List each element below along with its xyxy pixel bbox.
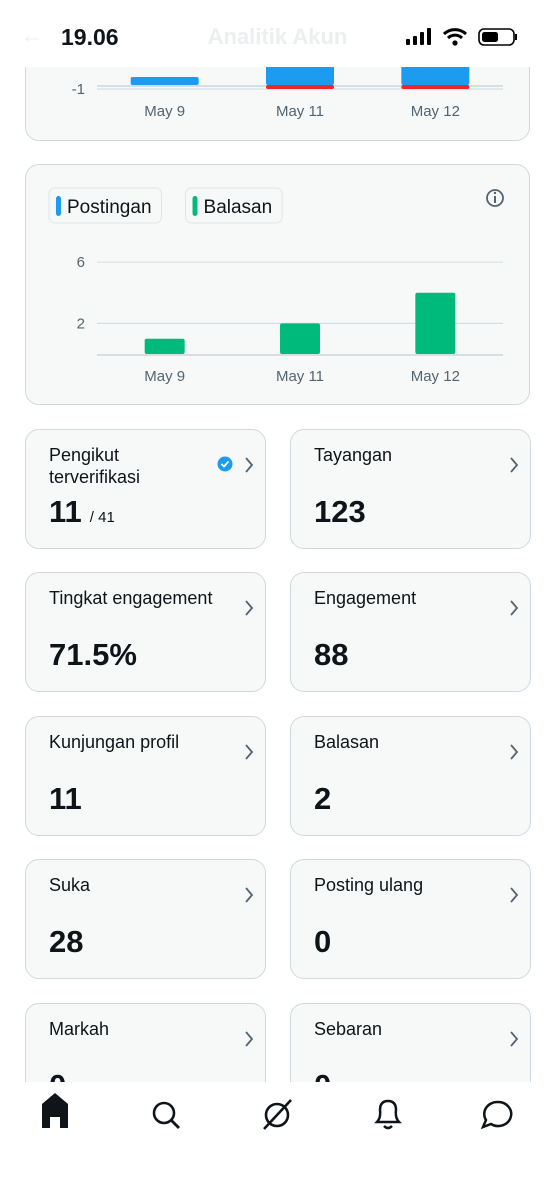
stat-value: 0 <box>314 924 331 960</box>
y-tick-label: -1 <box>72 81 85 98</box>
status-bar: Analitik Akun ← 19.06 <box>0 0 555 67</box>
stat-number: 28 <box>49 924 84 959</box>
stat-value: 11 / 41 <box>49 494 115 530</box>
content: -1 May 9 May 11 May 12 2 6 May 9 May 11 May 12 Po… <box>0 67 555 1082</box>
chevron <box>510 887 519 903</box>
stat-card[interactable]: Kunjungan profil 11 <box>25 716 266 836</box>
chevron <box>245 600 254 616</box>
stat-label: Balasan <box>314 732 380 752</box>
bottom-nav <box>42 1093 513 1130</box>
stat-label: Markah <box>49 1019 110 1039</box>
stat-number: 0 <box>314 1068 331 1082</box>
header-title: Analitik Akun <box>207 24 348 49</box>
notifications-tab[interactable] <box>373 1099 403 1130</box>
stat-label: Suka <box>49 875 91 895</box>
chevron <box>245 744 254 760</box>
legend-label: Postingan <box>67 197 152 218</box>
stat-number: 0 <box>314 924 332 959</box>
chevron <box>245 1031 254 1047</box>
stat-value: 0 <box>314 1068 331 1082</box>
y-tick-label: 6 <box>77 254 85 271</box>
stat-label: Posting ulang <box>314 875 424 895</box>
stat-value: 28 <box>49 924 83 960</box>
legend-label: Balasan <box>204 197 273 218</box>
stat-card[interactable]: Tayangan 123 <box>290 429 531 549</box>
stat-label: Sebaran <box>314 1019 383 1039</box>
grok-tab[interactable] <box>263 1099 292 1130</box>
chevron <box>510 1031 519 1047</box>
stat-value: 123 <box>314 494 366 530</box>
legend-item[interactable]: Balasan <box>185 187 283 224</box>
stat-value: 71.5% <box>49 637 137 673</box>
chevron <box>245 457 254 473</box>
x-tick-label: May 9 <box>144 103 185 120</box>
status-icons <box>406 28 517 46</box>
legend-pill <box>48 187 163 224</box>
stat-label: Tayangan <box>314 445 393 465</box>
stat-label: Tingkat engagement <box>49 588 213 608</box>
home-tab[interactable] <box>42 1093 68 1128</box>
stat-card[interactable]: Sebaran 0 <box>290 1003 531 1082</box>
verified-badge <box>217 456 233 472</box>
charts: -1 May 9 May 11 May 12 2 6 May 9 May 11 May 12 Po… <box>48 67 504 385</box>
chevron <box>510 744 519 760</box>
stat-card[interactable]: Pengikut terverifikasi 11 / 41 <box>25 429 266 549</box>
stat-card[interactable]: Tingkat engagement 71.5% <box>25 572 266 692</box>
stat-label: Engagement <box>314 588 417 608</box>
stat-number: 2 <box>314 781 332 816</box>
bar <box>401 85 470 89</box>
stat-number: 123 <box>314 494 366 529</box>
stat-card[interactable]: Suka 28 <box>25 859 266 979</box>
stat-label: Kunjungan profil <box>49 732 180 752</box>
x-tick-label: May 11 <box>276 103 324 120</box>
stat-value: 2 <box>314 781 331 817</box>
bar <box>266 67 334 85</box>
stat-card[interactable]: Balasan 2 <box>290 716 531 836</box>
stat-card[interactable]: Markah 0 <box>25 1003 266 1082</box>
legend-swatch <box>192 196 198 216</box>
x-tick-label: May 11 <box>276 368 324 385</box>
messages-tab[interactable] <box>480 1100 513 1130</box>
legend-item[interactable]: Postingan <box>48 187 163 224</box>
legend-swatch <box>56 196 61 216</box>
bar <box>266 85 334 89</box>
chevron <box>245 887 254 903</box>
info-icon[interactable] <box>486 189 504 207</box>
bar <box>415 292 456 354</box>
stat-total: / 41 <box>89 509 115 526</box>
stat-card[interactable]: Engagement 88 <box>290 572 531 692</box>
chevron <box>510 600 519 616</box>
stat-label: Pengikut terverifikasi <box>49 445 141 487</box>
x-tick-label: May 9 <box>144 368 185 385</box>
clock: 19.06 <box>61 24 119 50</box>
x-tick-label: May 12 <box>411 103 460 120</box>
stat-number: 0 <box>49 1068 66 1082</box>
bar <box>401 67 470 85</box>
stat-number: 11 <box>49 781 82 816</box>
stat-number: 88 <box>314 637 349 672</box>
search-tab[interactable] <box>152 1101 180 1129</box>
bar <box>280 323 320 354</box>
stat-number: 11 <box>49 494 82 529</box>
back-button[interactable]: ← <box>20 22 44 49</box>
stat-value: 11 <box>49 781 82 817</box>
bar <box>144 338 185 354</box>
bar <box>130 77 199 85</box>
stat-number: 71.5% <box>49 637 137 672</box>
stat-value: 88 <box>314 637 348 673</box>
stat-card[interactable]: Posting ulang 0 <box>290 859 531 979</box>
y-tick-label: 2 <box>77 315 85 332</box>
chevron <box>510 457 519 473</box>
x-tick-label: May 12 <box>411 368 460 385</box>
scroll-area: -1 May 9 May 11 May 12 2 6 May 9 May 11 May 12 Po… <box>0 67 555 1082</box>
stat-value: 0 <box>49 1068 66 1082</box>
legend-pill <box>185 187 283 224</box>
